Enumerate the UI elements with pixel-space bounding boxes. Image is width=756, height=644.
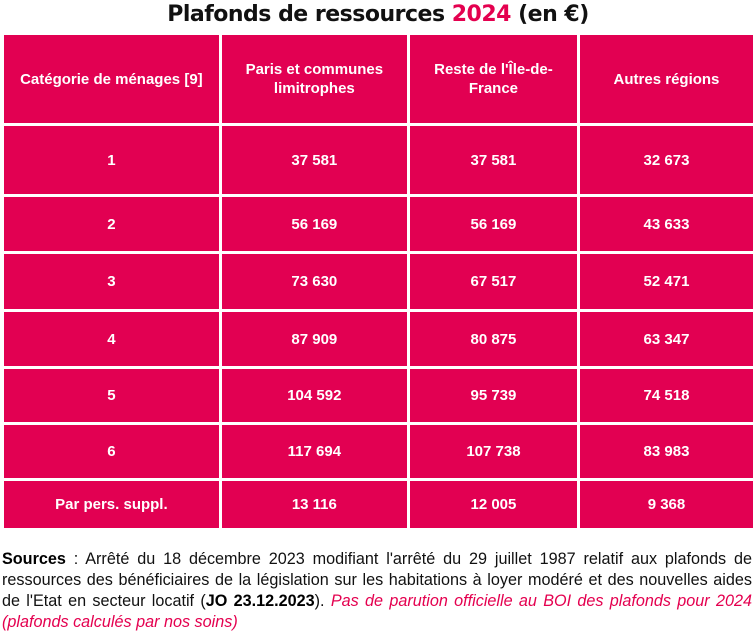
table-cell: 52 471 [579, 254, 753, 309]
table-cell: 117 694 [221, 425, 407, 478]
table-cell: 67 517 [409, 254, 577, 309]
table-cell: 37 581 [221, 126, 407, 194]
header-cell: Autres régions [579, 35, 753, 123]
table-row: 3 73 630 67 517 52 471 [4, 254, 753, 309]
table-cell: 9 368 [579, 481, 753, 528]
table-row: 6 117 694 107 738 83 983 [4, 425, 753, 478]
table-cell: 56 169 [221, 197, 407, 251]
table-cell: 5 [4, 369, 219, 422]
table-cell: 13 116 [221, 481, 407, 528]
table-cell: Par pers. suppl. [4, 481, 219, 528]
table-cell: 12 005 [409, 481, 577, 528]
income-ceilings-table: Catégorie de ménages [9] Paris et commun… [1, 32, 756, 531]
table-cell: 95 739 [409, 369, 577, 422]
sources-jo: JO 23.12.2023 [205, 592, 315, 610]
table-cell: 1 [4, 126, 219, 194]
title-year: 2024 [451, 2, 512, 27]
title-text: Plafonds de ressources [167, 2, 445, 27]
table-row: Par pers. suppl. 13 116 12 005 9 368 [4, 481, 753, 528]
table-cell: 63 347 [579, 312, 753, 366]
table-cell: 6 [4, 425, 219, 478]
table-cell: 104 592 [221, 369, 407, 422]
table-cell: 4 [4, 312, 219, 366]
table-cell: 83 983 [579, 425, 753, 478]
table-cell: 3 [4, 254, 219, 309]
header-cell: Paris et communes limitrophes [221, 35, 407, 123]
table-cell: 87 909 [221, 312, 407, 366]
table-row: 4 87 909 80 875 63 347 [4, 312, 753, 366]
table-row: 1 37 581 37 581 32 673 [4, 126, 753, 194]
sources-disclaimer: Pas de parution officielle au BOI des pl… [2, 592, 752, 631]
table-cell: 73 630 [221, 254, 407, 309]
header-cell: Catégorie de ménages [9] [4, 35, 219, 123]
sources-text: : Arrêté du 18 décembre 2023 modifiant l… [2, 550, 752, 610]
table-row: 2 56 169 56 169 43 633 [4, 197, 753, 251]
table-cell: 32 673 [579, 126, 753, 194]
table-cell: 107 738 [409, 425, 577, 478]
table-header-row: Catégorie de ménages [9] Paris et commun… [4, 35, 753, 123]
sources-label: Sources [2, 550, 66, 568]
sources-after: ). [314, 592, 331, 610]
table-cell: 80 875 [409, 312, 577, 366]
sources-note: Sources : Arrêté du 18 décembre 2023 mod… [2, 549, 752, 633]
table-row: 5 104 592 95 739 74 518 [4, 369, 753, 422]
table-cell: 2 [4, 197, 219, 251]
page-title: Plafonds de ressources 2024 (en €) [0, 2, 756, 27]
table-cell: 56 169 [409, 197, 577, 251]
table-cell: 74 518 [579, 369, 753, 422]
table-cell: 37 581 [409, 126, 577, 194]
table-cell: 43 633 [579, 197, 753, 251]
header-cell: Reste de l'Île-de-France [409, 35, 577, 123]
title-unit: (en €) [518, 2, 589, 27]
